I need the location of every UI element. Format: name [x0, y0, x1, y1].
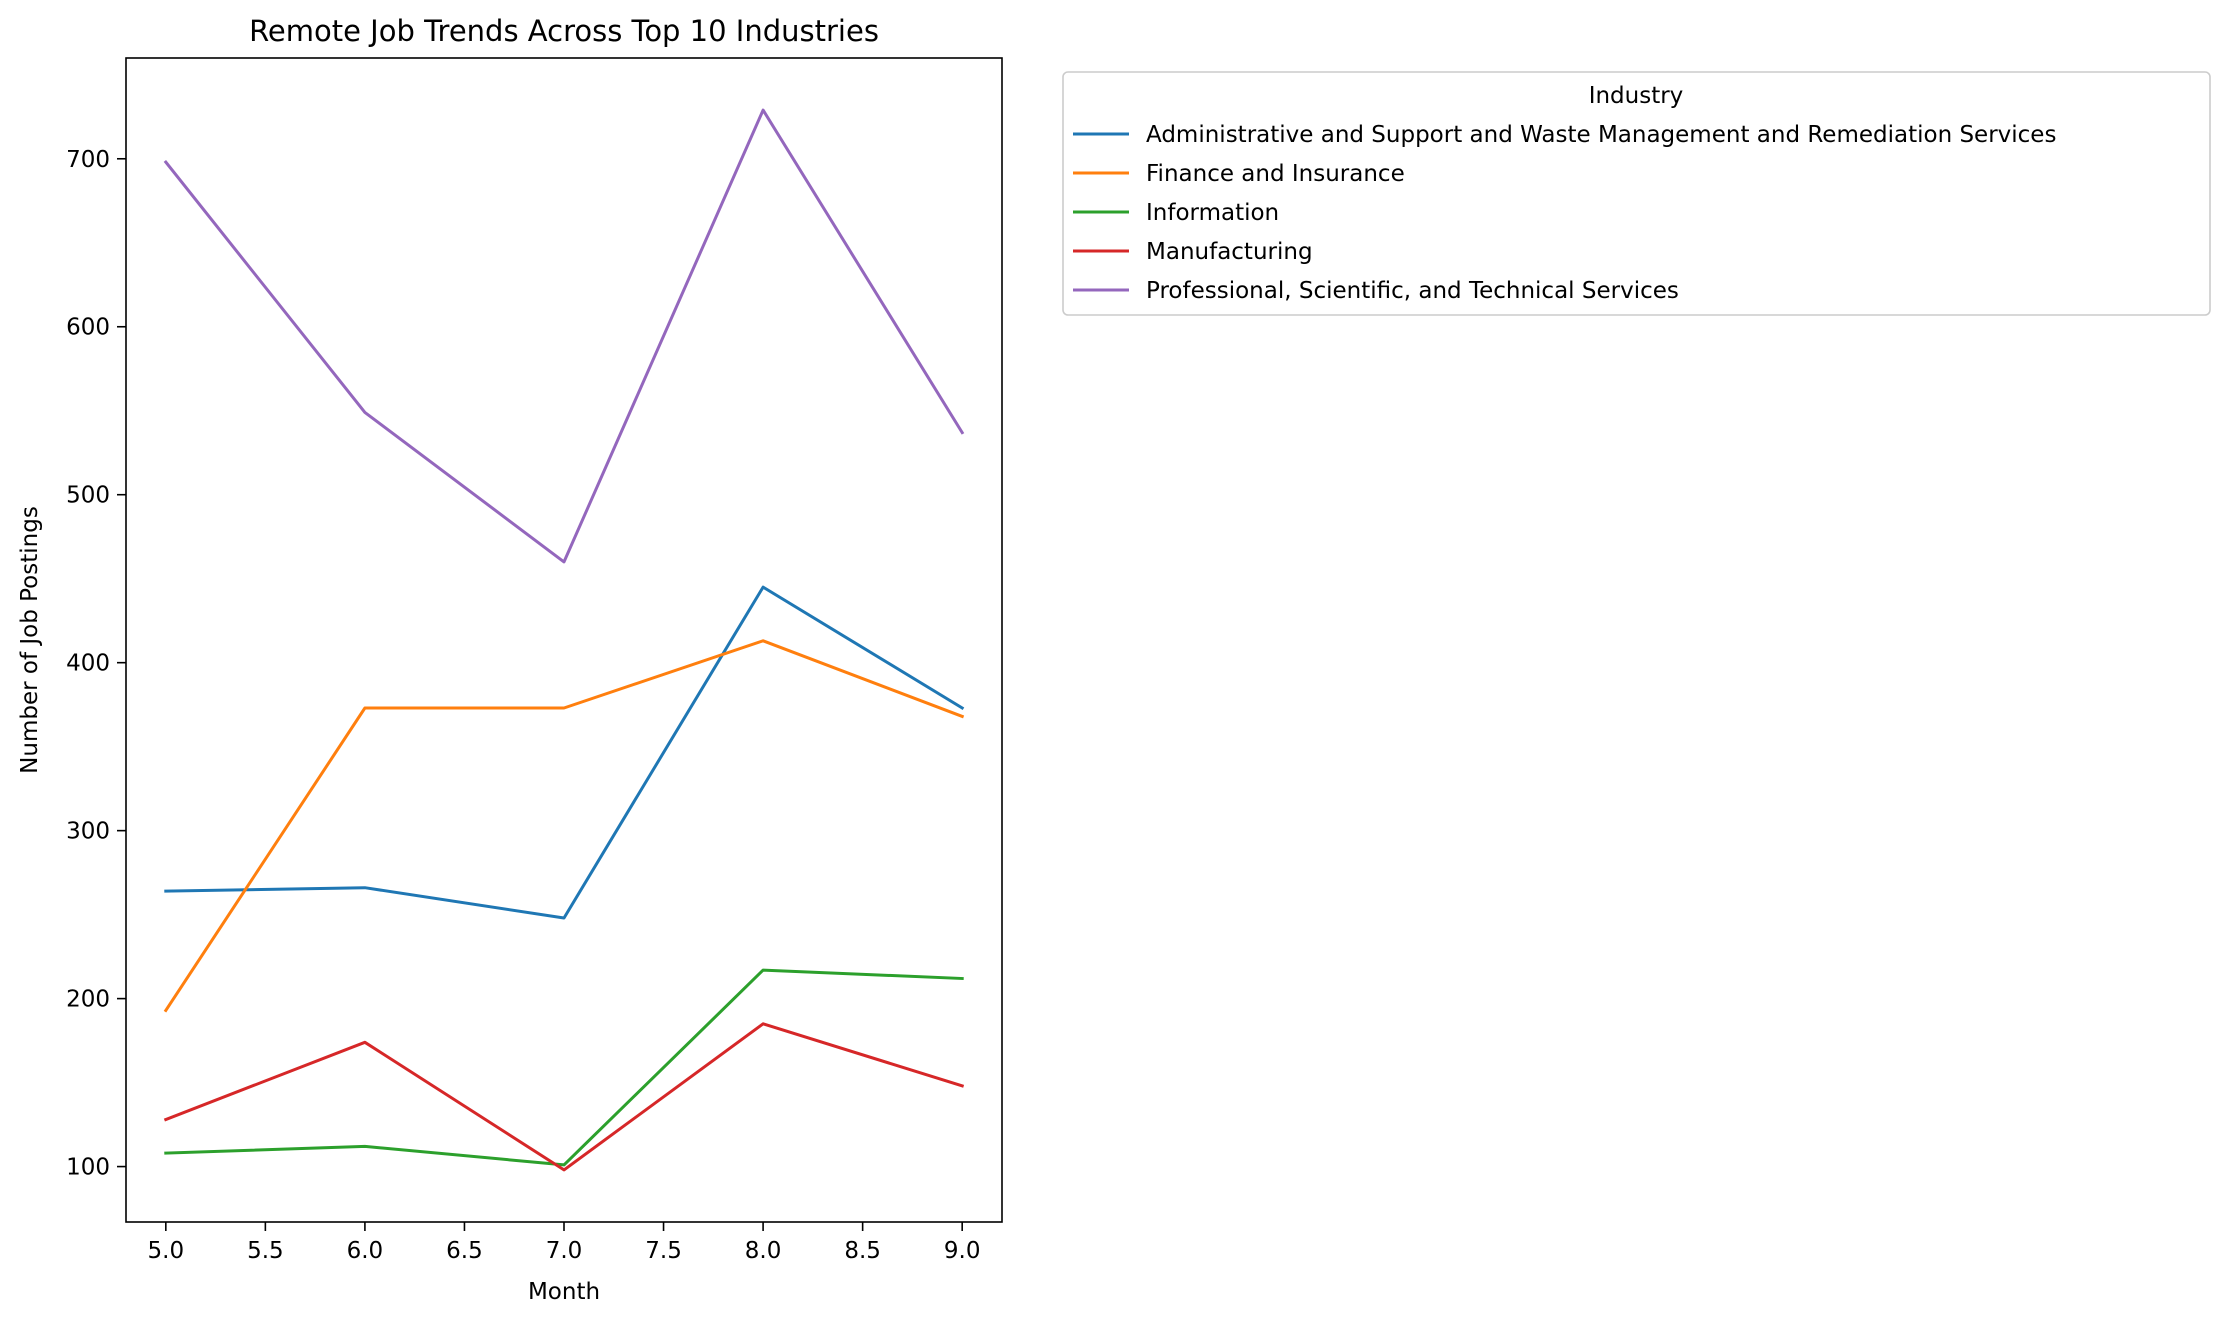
legend-entries: Administrative and Support and Waste Man…: [1073, 122, 2056, 304]
legend-label: Professional, Scientific, and Technical …: [1146, 278, 1679, 304]
x-axis-ticks: 5.0 5.5 6.0 6.5 7.0 7.5 8.0 8.5 9.0: [148, 1222, 981, 1264]
x-tick-label: 6.0: [347, 1238, 384, 1264]
y-tick-label: 500: [66, 483, 110, 509]
y-tick-label: 600: [66, 315, 110, 341]
x-axis-label: Month: [528, 1279, 600, 1305]
legend-label: Manufacturing: [1146, 239, 1313, 265]
y-tick-label: 100: [66, 1155, 110, 1181]
series-line-2: [163, 639, 965, 1013]
series-lines: [163, 108, 965, 1172]
y-tick-label: 700: [66, 147, 110, 173]
legend: Industry Administrative and Support and …: [1062, 71, 2211, 316]
legend-box: [1062, 71, 2211, 316]
y-axis-label: Number of Job Postings: [17, 506, 43, 774]
y-axis-ticks: 100 200 300 400 500 600 700: [66, 147, 126, 1181]
x-tick-label: 7.5: [645, 1238, 682, 1264]
legend-label: Administrative and Support and Waste Man…: [1146, 122, 2056, 148]
series-line-4: [163, 1022, 965, 1172]
legend-label: Finance and Insurance: [1146, 161, 1405, 187]
legend-label: Information: [1146, 200, 1279, 226]
y-tick-label: 400: [66, 651, 110, 677]
chart-title: Remote Job Trends Across Top 10 Industri…: [249, 14, 879, 48]
x-tick-label: 9.0: [944, 1238, 981, 1264]
series-line-1: [164, 585, 965, 920]
x-tick-label: 5.0: [148, 1238, 185, 1264]
legend-title: Industry: [1589, 83, 1684, 109]
series-line-3: [164, 968, 964, 1167]
x-tick-label: 7.0: [546, 1238, 583, 1264]
x-tick-label: 6.5: [446, 1238, 483, 1264]
x-tick-label: 8.0: [745, 1238, 782, 1264]
y-tick-label: 300: [66, 819, 110, 845]
plot-area: [125, 57, 1003, 1223]
series-line-5: [163, 108, 965, 564]
x-tick-label: 8.5: [844, 1238, 881, 1264]
plot-frame: [125, 57, 1003, 1223]
y-tick-label: 200: [66, 987, 110, 1013]
x-tick-label: 5.5: [247, 1238, 284, 1264]
